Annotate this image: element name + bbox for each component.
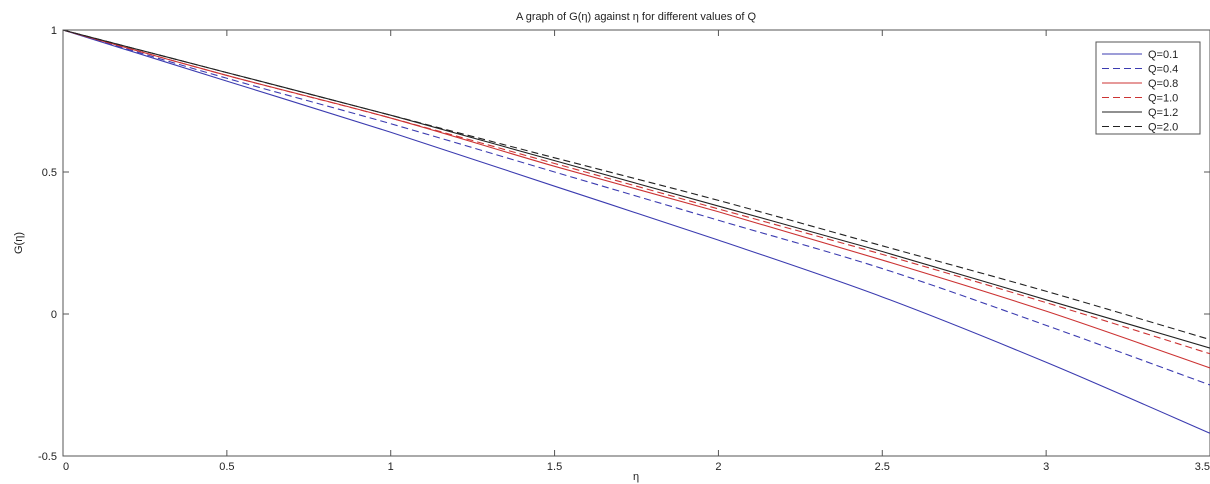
y-tick-label: -0.5 bbox=[38, 451, 57, 463]
plot-area bbox=[62, 29, 1210, 457]
legend-label: Q=2.0 bbox=[1148, 122, 1178, 134]
x-tick-label: 3 bbox=[1043, 461, 1049, 473]
y-tick-label: 1 bbox=[51, 25, 57, 37]
series-line-q-1-0 bbox=[62, 29, 1210, 355]
legend: Q=0.1 Q=0.4 Q=0.8 Q=1.0 Q=1.2 Q=2.0 bbox=[1095, 41, 1201, 135]
x-axis-label: η bbox=[633, 471, 639, 483]
legend-box bbox=[1095, 41, 1201, 135]
legend-label: Q=1.2 bbox=[1148, 107, 1178, 119]
axis-ticks: 0 0.5 1 1.5 2 2.5 3 3.5 -0.5 0 0.5 1 bbox=[38, 25, 1210, 473]
y-tick-label: 0 bbox=[51, 309, 57, 321]
legend-label: Q=1.0 bbox=[1148, 93, 1178, 105]
series-line-q-2-0 bbox=[62, 29, 1210, 341]
legend-label: Q=0.8 bbox=[1148, 78, 1178, 90]
series-line-q-0-4 bbox=[62, 29, 1210, 386]
x-tick-label: 1.5 bbox=[547, 461, 562, 473]
x-tick-label: 3.5 bbox=[1195, 461, 1210, 473]
x-tick-label: 1 bbox=[388, 461, 394, 473]
chart-title: A graph of G(η) against η for different … bbox=[516, 11, 757, 23]
y-axis-label: G(η) bbox=[13, 232, 25, 254]
series-lines bbox=[62, 29, 1210, 434]
x-tick-label: 0 bbox=[63, 461, 69, 473]
legend-label: Q=0.4 bbox=[1148, 64, 1178, 76]
legend-label: Q=0.1 bbox=[1148, 49, 1178, 61]
x-tick-label: 0.5 bbox=[219, 461, 234, 473]
x-tick-label: 2.5 bbox=[875, 461, 890, 473]
x-tick-label: 2 bbox=[715, 461, 721, 473]
series-line-q-0-1 bbox=[62, 29, 1210, 434]
y-tick-label: 0.5 bbox=[42, 167, 57, 179]
